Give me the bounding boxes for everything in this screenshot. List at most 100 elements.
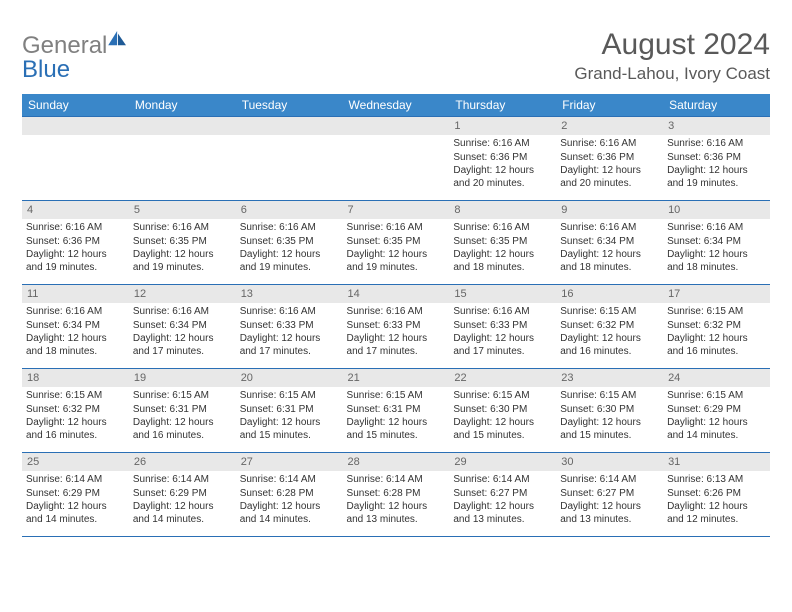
sunset-line: Sunset: 6:35 PM: [453, 235, 552, 248]
daylight-line: Daylight: 12 hours and 16 minutes.: [133, 416, 232, 442]
day-number: 5: [129, 201, 236, 219]
day-details: Sunrise: 6:16 AMSunset: 6:34 PMDaylight:…: [22, 303, 129, 363]
daylight-line: Daylight: 12 hours and 14 minutes.: [133, 500, 232, 526]
sunset-line: Sunset: 6:36 PM: [560, 151, 659, 164]
day-details: Sunrise: 6:15 AMSunset: 6:31 PMDaylight:…: [129, 387, 236, 447]
weekday-header: Saturday: [663, 94, 770, 117]
day-details: Sunrise: 6:15 AMSunset: 6:31 PMDaylight:…: [236, 387, 343, 447]
sunset-line: Sunset: 6:33 PM: [240, 319, 339, 332]
sunset-line: Sunset: 6:31 PM: [347, 403, 446, 416]
calendar-cell: 3 Sunrise: 6:16 AMSunset: 6:36 PMDaylight…: [663, 117, 770, 201]
day-number: 14: [343, 285, 450, 303]
calendar-table: SundayMondayTuesdayWednesdayThursdayFrid…: [22, 94, 770, 537]
day-number: 17: [663, 285, 770, 303]
day-details: Sunrise: 6:14 AMSunset: 6:29 PMDaylight:…: [129, 471, 236, 531]
daylight-line: Daylight: 12 hours and 16 minutes.: [667, 332, 766, 358]
daylight-line: Daylight: 12 hours and 14 minutes.: [26, 500, 125, 526]
day-number: 3: [663, 117, 770, 135]
day-details: Sunrise: 6:14 AMSunset: 6:28 PMDaylight:…: [343, 471, 450, 531]
sunrise-line: Sunrise: 6:14 AM: [133, 473, 232, 486]
sunset-line: Sunset: 6:36 PM: [667, 151, 766, 164]
daylight-line: Daylight: 12 hours and 14 minutes.: [667, 416, 766, 442]
day-details: Sunrise: 6:15 AMSunset: 6:29 PMDaylight:…: [663, 387, 770, 447]
daylight-line: Daylight: 12 hours and 19 minutes.: [347, 248, 446, 274]
sunset-line: Sunset: 6:36 PM: [26, 235, 125, 248]
sunrise-line: Sunrise: 6:16 AM: [453, 221, 552, 234]
calendar-cell: 15Sunrise: 6:16 AMSunset: 6:33 PMDayligh…: [449, 285, 556, 369]
weekday-header: Sunday: [22, 94, 129, 117]
sunrise-line: Sunrise: 6:16 AM: [560, 137, 659, 150]
weekday-header-row: SundayMondayTuesdayWednesdayThursdayFrid…: [22, 94, 770, 117]
daylight-line: Daylight: 12 hours and 13 minutes.: [453, 500, 552, 526]
calendar-body: 1Sunrise: 6:16 AMSunset: 6:36 PMDaylight…: [22, 117, 770, 537]
sunrise-line: Sunrise: 6:16 AM: [26, 221, 125, 234]
sunrise-line: Sunrise: 6:15 AM: [133, 389, 232, 402]
daylight-line: Daylight: 12 hours and 19 minutes.: [667, 164, 766, 190]
day-number: 31: [663, 453, 770, 471]
day-number: 13: [236, 285, 343, 303]
calendar-cell: 1Sunrise: 6:16 AMSunset: 6:36 PMDaylight…: [449, 117, 556, 201]
sunset-line: Sunset: 6:32 PM: [26, 403, 125, 416]
daylight-line: Daylight: 12 hours and 18 minutes.: [26, 332, 125, 358]
day-number: 15: [449, 285, 556, 303]
calendar-week: 4Sunrise: 6:16 AMSunset: 6:36 PMDaylight…: [22, 201, 770, 285]
calendar-cell: 30Sunrise: 6:14 AMSunset: 6:27 PMDayligh…: [556, 453, 663, 537]
calendar-cell: 2Sunrise: 6:16 AMSunset: 6:36 PMDaylight…: [556, 117, 663, 201]
calendar-cell: 10Sunrise: 6:16 AMSunset: 6:34 PMDayligh…: [663, 201, 770, 285]
day-details: Sunrise: 6:16 AMSunset: 6:36 PMDaylight:…: [556, 135, 663, 195]
sunrise-line: Sunrise: 6:15 AM: [240, 389, 339, 402]
sunrise-line: Sunrise: 6:15 AM: [667, 305, 766, 318]
sunset-line: Sunset: 6:34 PM: [560, 235, 659, 248]
sunrise-line: Sunrise: 6:16 AM: [667, 137, 766, 150]
daylight-line: Daylight: 12 hours and 19 minutes.: [133, 248, 232, 274]
sunrise-line: Sunrise: 6:15 AM: [667, 389, 766, 402]
day-number: 30: [556, 453, 663, 471]
daylight-line: Daylight: 12 hours and 16 minutes.: [560, 332, 659, 358]
logo-sail-icon: [108, 28, 128, 52]
sunrise-line: Sunrise: 6:13 AM: [667, 473, 766, 486]
calendar-cell: 27Sunrise: 6:14 AMSunset: 6:28 PMDayligh…: [236, 453, 343, 537]
day-number: 16: [556, 285, 663, 303]
day-number-empty: [343, 117, 450, 135]
weekday-header: Thursday: [449, 94, 556, 117]
sunrise-line: Sunrise: 6:16 AM: [453, 137, 552, 150]
calendar-cell: 4Sunrise: 6:16 AMSunset: 6:36 PMDaylight…: [22, 201, 129, 285]
day-number: 11: [22, 285, 129, 303]
sunset-line: Sunset: 6:30 PM: [453, 403, 552, 416]
sunset-line: Sunset: 6:32 PM: [667, 319, 766, 332]
calendar-cell: 28Sunrise: 6:14 AMSunset: 6:28 PMDayligh…: [343, 453, 450, 537]
calendar-cell: 23Sunrise: 6:15 AMSunset: 6:30 PMDayligh…: [556, 369, 663, 453]
weekday-header: Friday: [556, 94, 663, 117]
sunset-line: Sunset: 6:28 PM: [347, 487, 446, 500]
daylight-line: Daylight: 12 hours and 19 minutes.: [240, 248, 339, 274]
sunset-line: Sunset: 6:34 PM: [133, 319, 232, 332]
day-details: Sunrise: 6:16 AMSunset: 6:35 PMDaylight:…: [343, 219, 450, 279]
day-details: Sunrise: 6:16 AMSunset: 6:35 PMDaylight:…: [236, 219, 343, 279]
day-number: 18: [22, 369, 129, 387]
daylight-line: Daylight: 12 hours and 15 minutes.: [240, 416, 339, 442]
day-number: 1: [449, 117, 556, 135]
calendar-cell: [343, 117, 450, 201]
sunset-line: Sunset: 6:33 PM: [453, 319, 552, 332]
calendar-cell: 5Sunrise: 6:16 AMSunset: 6:35 PMDaylight…: [129, 201, 236, 285]
title-block: August 2024 Grand-Lahou, Ivory Coast: [574, 28, 770, 84]
daylight-line: Daylight: 12 hours and 17 minutes.: [240, 332, 339, 358]
day-number: 23: [556, 369, 663, 387]
daylight-line: Daylight: 12 hours and 13 minutes.: [560, 500, 659, 526]
sunrise-line: Sunrise: 6:16 AM: [347, 305, 446, 318]
sunrise-line: Sunrise: 6:15 AM: [560, 389, 659, 402]
month-title: August 2024: [574, 28, 770, 62]
day-number: 21: [343, 369, 450, 387]
calendar-cell: 16Sunrise: 6:15 AMSunset: 6:32 PMDayligh…: [556, 285, 663, 369]
sunrise-line: Sunrise: 6:14 AM: [240, 473, 339, 486]
day-details: Sunrise: 6:14 AMSunset: 6:27 PMDaylight:…: [449, 471, 556, 531]
day-number: 27: [236, 453, 343, 471]
daylight-line: Daylight: 12 hours and 20 minutes.: [453, 164, 552, 190]
calendar-cell: 6Sunrise: 6:16 AMSunset: 6:35 PMDaylight…: [236, 201, 343, 285]
day-details: Sunrise: 6:16 AMSunset: 6:35 PMDaylight:…: [129, 219, 236, 279]
sunrise-line: Sunrise: 6:15 AM: [26, 389, 125, 402]
daylight-line: Daylight: 12 hours and 15 minutes.: [560, 416, 659, 442]
daylight-line: Daylight: 12 hours and 20 minutes.: [560, 164, 659, 190]
calendar-cell: 13Sunrise: 6:16 AMSunset: 6:33 PMDayligh…: [236, 285, 343, 369]
sunrise-line: Sunrise: 6:16 AM: [133, 221, 232, 234]
